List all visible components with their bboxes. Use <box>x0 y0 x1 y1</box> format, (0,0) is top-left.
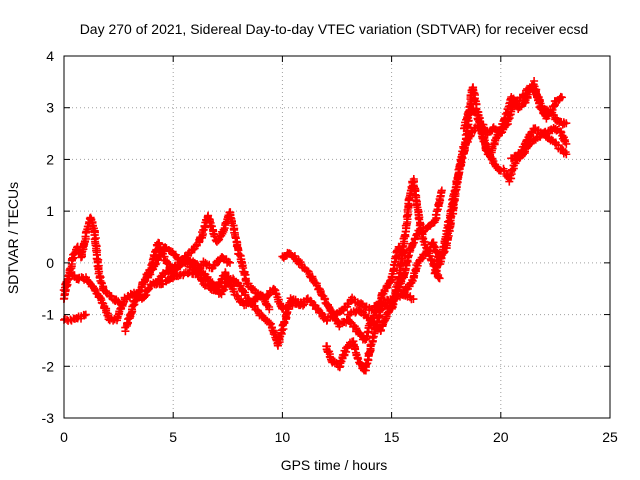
y-axis-label: SDTVAR / TECUs <box>5 182 21 294</box>
data-point-marker <box>225 258 234 267</box>
data-point-marker <box>81 310 90 319</box>
data-point-marker <box>557 93 566 102</box>
tick-layer: 0 5 10 15 20 25 -3 -2 -1 0 1 2 3 4 <box>42 48 618 445</box>
x-axis-label: GPS time / hours <box>281 457 388 473</box>
data-point-marker <box>366 315 375 324</box>
x-tick-label: 20 <box>493 429 509 445</box>
data-point-marker <box>203 272 212 281</box>
data-point-marker <box>265 305 274 314</box>
data-point-marker <box>411 234 420 243</box>
data-point-marker <box>435 274 444 283</box>
data-point-marker <box>409 238 418 247</box>
data-point-marker <box>437 186 446 195</box>
y-tick-label: 1 <box>46 203 54 219</box>
y-tick-label: -3 <box>42 410 55 426</box>
plot-frame <box>63 55 611 419</box>
series-0 <box>59 77 571 375</box>
data-point-marker <box>337 357 346 366</box>
y-tick-label: 4 <box>46 48 54 64</box>
chart-title: Day 270 of 2021, Sidereal Day-to-day VTE… <box>80 21 589 37</box>
y-tick-label: 2 <box>46 151 54 167</box>
data-point-marker <box>557 128 566 137</box>
y-tick-label: 0 <box>46 255 54 271</box>
data-marks <box>59 77 571 375</box>
data-point-marker <box>266 319 275 328</box>
x-tick-label: 15 <box>384 429 400 445</box>
data-point-marker <box>562 139 571 148</box>
data-point-marker <box>466 131 475 140</box>
data-point-marker <box>434 259 443 268</box>
y-tick-label: -1 <box>42 307 55 323</box>
x-tick-label: 10 <box>275 429 291 445</box>
y-tick-label: 3 <box>46 100 54 116</box>
data-point-marker <box>222 282 230 290</box>
data-point-marker <box>140 292 149 300</box>
x-tick-label: 5 <box>169 429 177 445</box>
y-tick-label: -2 <box>42 358 55 374</box>
data-point-marker <box>284 305 292 314</box>
data-point-marker <box>207 222 216 231</box>
data-point-marker <box>562 150 571 159</box>
x-tick-label: 25 <box>602 429 618 445</box>
data-point-marker <box>562 119 571 128</box>
data-point-marker <box>452 177 461 186</box>
data-point-marker <box>409 295 418 304</box>
data-point-marker <box>460 144 469 153</box>
data-point-marker <box>306 296 315 305</box>
data-point-marker <box>363 328 372 337</box>
x-tick-label: 0 <box>60 429 68 445</box>
